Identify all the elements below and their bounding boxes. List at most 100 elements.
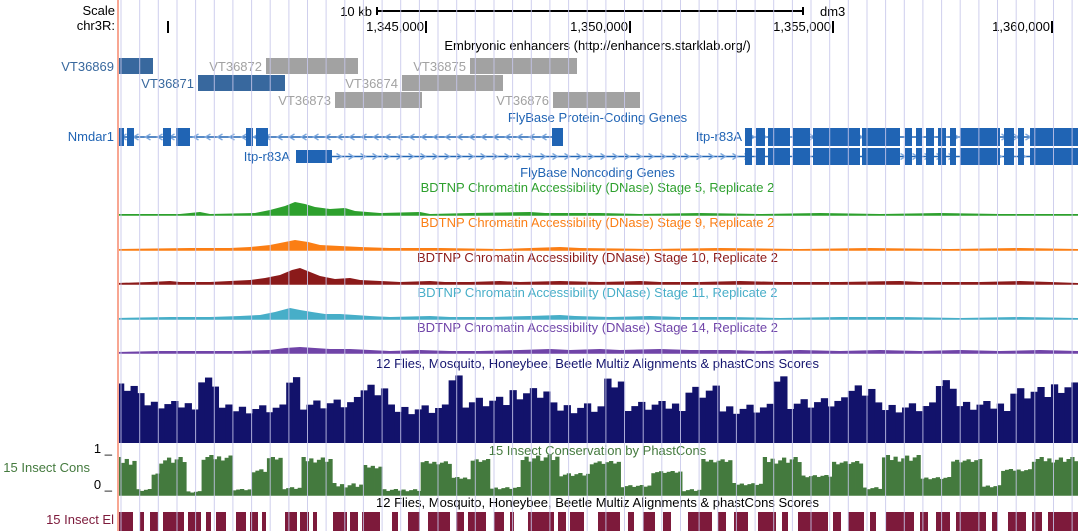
track-flybase-genes[interactable]: Nmdar1 Itp-r83A Itp-r83A [68,128,1078,165]
cons-bar [420,462,425,495]
multiz-bar [976,404,984,443]
multiz-bar [556,410,565,443]
track-title-multiz-2[interactable]: 12 Flies, Mosquito, Honeybee, Beetle Mul… [376,495,819,510]
ruler-tick [1051,21,1053,33]
track-phastcons-conservation[interactable] [117,455,1078,496]
cons-bar [685,490,691,495]
cons-bar [332,483,337,495]
track-title-protein-coding-genes[interactable]: FlyBase Protein-Coding Genes [507,110,688,125]
cons-bar [651,473,656,495]
track-multiz-alignments[interactable] [117,375,1078,444]
cons-bar [209,455,214,495]
cons-bar [739,483,744,495]
cons-bar [186,491,191,495]
gene-Nmdar1[interactable]: Nmdar1 [68,128,563,146]
cons-bar [985,485,990,495]
multiz-bar [861,395,869,443]
multiz-bar [665,408,673,443]
enhancer-box-VT36869[interactable] [117,58,153,74]
track-title-bdtnp-stage11[interactable]: BDTNP Chromatin Accessibility (DNase) St… [417,285,778,300]
track-embryonic-enhancers[interactable]: VT36869 VT36872 VT36875 VT36871 VT36874 VT368… [61,58,640,108]
gene-Itp-r83A[interactable]: Itp-r83A [244,148,1078,165]
conserved-element-block [468,512,486,531]
cons-bar [474,459,479,495]
multiz-bar [827,406,835,443]
track-bdtnp-s10[interactable] [117,268,1078,285]
cons-bar [520,460,525,495]
track-bdtnp-s11[interactable] [117,308,1078,320]
cons-bar [605,462,610,495]
multiz-bar [631,406,639,443]
track-left-label-insect-cons[interactable]: 15 Insect Cons [3,460,90,475]
multiz-bar [232,411,240,443]
cons-bar [939,478,944,495]
ruler-tick-label: 1,345,000 [366,19,424,34]
track-title-phastcons[interactable]: 15 Insect Conservation by PhastCons [488,443,707,458]
multiz-bar [489,400,497,443]
track-title-multiz[interactable]: 12 Flies, Mosquito, Honeybee, Beetle Mul… [376,356,819,371]
multiz-bar [441,404,450,443]
track-title-bdtnp-stage14[interactable]: BDTNP Chromatin Accessibility (DNase) St… [416,320,779,335]
cons-bar [147,489,152,495]
track-insect-elements[interactable] [117,512,1078,531]
conserved-element-block [333,512,347,531]
track-bdtnp-s5[interactable] [117,202,1078,216]
multiz-bar [814,402,822,443]
cons-bar [316,459,322,495]
cons-bar [897,461,902,495]
track-title-bdtnp-stage9[interactable]: BDTNP Chromatin Accessibility (DNase) St… [420,215,775,230]
wiggle-peaks [117,347,1078,353]
multiz-bar [644,409,653,443]
gene-exon [905,128,912,146]
gene-exon [246,128,253,146]
gene-exon [756,128,765,146]
cons-bar [747,484,752,495]
cons-bar [163,460,168,495]
cons-bar [128,464,133,495]
wiggle-peaks [117,308,1078,319]
genome-assembly-label: dm3 [820,4,845,19]
cons-bar [816,476,821,495]
track-left-label-insect-elements[interactable]: 15 Insect El [46,512,114,527]
ruler[interactable]: 10 kb dm3 1,345,000 1,350,000 1,355,000 1,360… [167,4,1053,34]
cons-bar [808,476,814,495]
cons-bar [635,485,641,495]
enhancer-box-VT36875[interactable] [470,58,577,74]
cons-bar [412,489,418,495]
cons-bar [282,489,287,495]
track-title-noncoding-genes[interactable]: FlyBase Noncoding Genes [520,165,675,180]
cons-bar [678,471,683,495]
enhancer-box-VT36871[interactable] [198,75,285,91]
multiz-bar [509,390,517,443]
track-bdtnp-s9[interactable] [117,240,1078,251]
track-title-embryonic-enhancers[interactable]: Embryonic enhancers (http://enhancers.st… [444,38,751,53]
gene-exon [926,128,934,146]
cons-bar [470,460,475,495]
multiz-bar [130,385,138,443]
ruler-tick-label: 1,355,000 [773,19,831,34]
cons-bar [197,491,202,495]
multiz-bar [218,407,226,443]
track-bdtnp-s14[interactable] [117,347,1078,354]
multiz-bar [617,381,626,443]
cons-bar [151,474,156,495]
gene-Itp-r83A[interactable]: Itp-r83A [696,128,1078,146]
conserved-element-block [262,512,266,531]
cons-bar [505,487,510,495]
ruler-tick [629,21,631,33]
enhancer-box-VT36872[interactable] [266,58,358,74]
enhancer-box-VT36874[interactable] [402,75,503,91]
track-title-bdtnp-stage5[interactable]: BDTNP Chromatin Accessibility (DNase) St… [420,180,775,195]
multiz-bar [874,402,883,443]
cons-bar [1054,459,1060,495]
track-title-bdtnp-stage10[interactable]: BDTNP Chromatin Accessibility (DNase) St… [416,250,779,265]
conserved-element-block [1048,512,1078,531]
enhancer-box-VT36873[interactable] [335,92,422,108]
conserved-element-block [510,512,514,531]
cons-bar [405,491,410,495]
cons-bar [701,459,706,495]
multiz-bar [570,413,578,443]
cons-bar [166,457,172,495]
conserved-element-block [313,512,317,531]
enhancer-box-VT36876[interactable] [553,92,640,108]
